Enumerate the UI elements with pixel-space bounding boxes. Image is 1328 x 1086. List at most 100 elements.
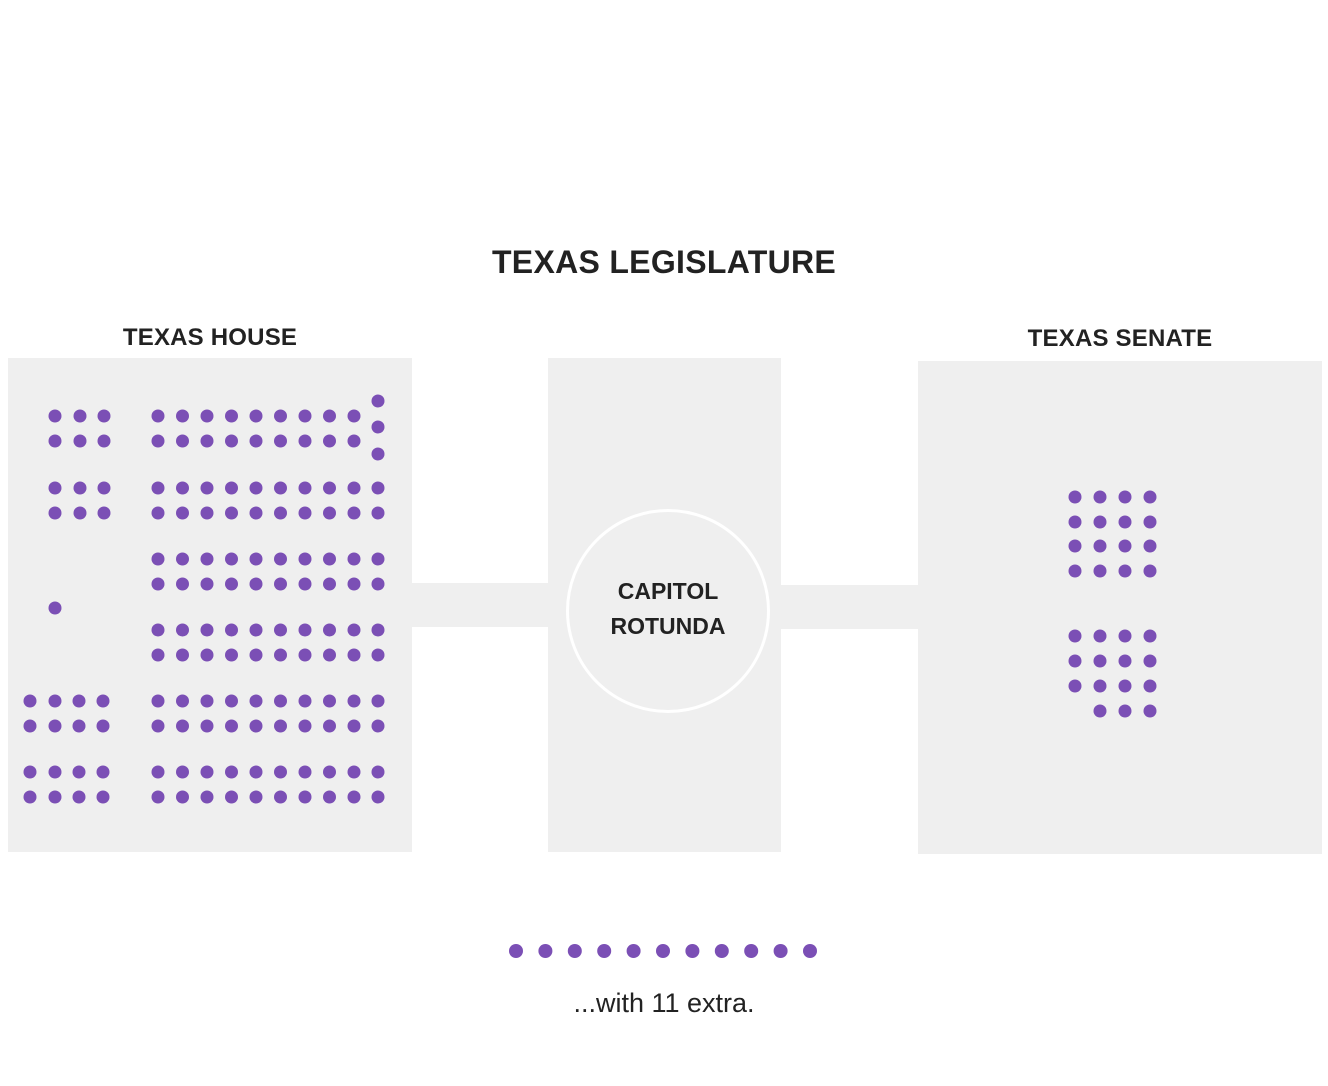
house-seat [249, 623, 263, 637]
rotunda-circle [566, 509, 770, 713]
house-seat [323, 623, 336, 637]
house-seat [249, 577, 263, 591]
house-seat [176, 648, 189, 662]
extra-seat [714, 944, 729, 958]
house-seat [347, 577, 361, 591]
house-seat [97, 481, 111, 495]
house-seat [323, 481, 336, 495]
house-seat [176, 481, 189, 495]
house-seat [225, 648, 238, 662]
senate-label: TEXAS SENATE [1027, 325, 1213, 352]
house-seat [151, 552, 165, 566]
house-seat [323, 719, 336, 733]
house-seat [249, 648, 263, 662]
house-seat [200, 694, 214, 708]
house-seat [298, 577, 312, 591]
house-seat [73, 481, 87, 495]
house-seat [274, 434, 287, 448]
house-seat [347, 481, 361, 495]
house-seat [274, 623, 287, 637]
house-seat [298, 552, 312, 566]
house-seat [371, 552, 385, 566]
house-seat [371, 481, 385, 495]
senate-chamber [918, 361, 1322, 854]
house-seat [298, 765, 312, 779]
house-seat [298, 623, 312, 637]
house-seat [274, 790, 287, 804]
house-seat [97, 506, 111, 520]
house-seat [151, 648, 165, 662]
house-seat [200, 434, 214, 448]
house-seat [225, 434, 238, 448]
house-seat [97, 434, 111, 448]
house-seat [249, 694, 263, 708]
house-seat [347, 434, 361, 448]
house-seat [249, 719, 263, 733]
house-seat [151, 719, 165, 733]
house-seat [249, 481, 263, 495]
house-seat [298, 409, 312, 423]
extra-seat [744, 944, 759, 958]
house-seat [23, 765, 37, 779]
house-seat [371, 577, 385, 591]
house-seat [298, 506, 312, 520]
extra-seat [685, 944, 700, 958]
house-seat [151, 623, 165, 637]
rotunda-label-line2: ROTUNDA [610, 613, 726, 639]
house-seat [225, 577, 238, 591]
house-seat [298, 694, 312, 708]
house-seat [176, 434, 189, 448]
house-seat [151, 577, 165, 591]
house-label: TEXAS HOUSE [122, 324, 298, 351]
house-seat [151, 765, 165, 779]
senate-seat [1093, 490, 1107, 504]
house-seat [225, 694, 238, 708]
house-seat [176, 719, 189, 733]
house-seat [48, 765, 62, 779]
house-seat [371, 447, 385, 461]
house-seat [48, 409, 62, 423]
house-seat [274, 409, 287, 423]
house-seat [225, 623, 238, 637]
house-seat [176, 506, 189, 520]
senate-seat [1068, 490, 1082, 504]
senate-seat [1118, 629, 1132, 643]
senate-seat [1068, 679, 1082, 693]
house-seat [323, 765, 336, 779]
house-seat [23, 719, 37, 733]
house-seat [298, 481, 312, 495]
house-seat [200, 648, 214, 662]
house-seat [298, 719, 312, 733]
senate-seat [1068, 654, 1082, 668]
house-seat [176, 409, 189, 423]
house-seat [97, 409, 111, 423]
house-seat [371, 694, 385, 708]
house-seat [151, 434, 165, 448]
house-seat [72, 694, 86, 708]
senate-seat [1118, 515, 1132, 529]
house-seat [96, 719, 110, 733]
house-seat [48, 481, 62, 495]
house-seat [347, 648, 361, 662]
house-seat [72, 765, 86, 779]
house-seat [225, 506, 238, 520]
house-seat [249, 552, 263, 566]
house-seat [176, 623, 189, 637]
house-seat [274, 765, 287, 779]
house-seat [274, 648, 287, 662]
right-corridor [779, 585, 920, 629]
senate-seat [1143, 704, 1157, 718]
house-seat [323, 434, 336, 448]
senate-seat [1093, 654, 1107, 668]
senate-seat [1068, 515, 1082, 529]
house-seat [73, 506, 87, 520]
house-seat [249, 765, 263, 779]
house-seat [323, 694, 336, 708]
senate-seat [1143, 564, 1157, 578]
extra-seat [597, 944, 612, 958]
extra-seat [567, 944, 582, 958]
house-seat [176, 765, 189, 779]
extra-note: ...with 11 extra. [573, 988, 755, 1018]
house-seat [200, 719, 214, 733]
